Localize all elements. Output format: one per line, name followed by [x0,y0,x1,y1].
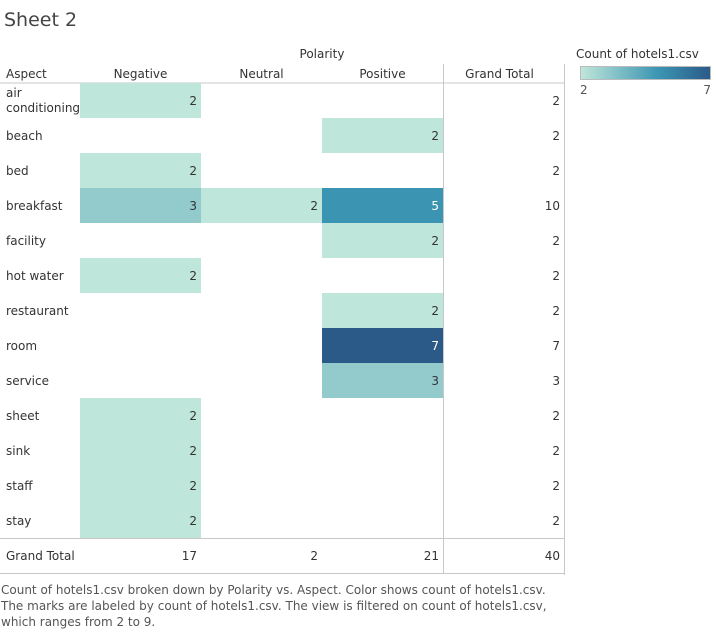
row-total-hot-water: 2 [552,269,560,283]
color-legend[interactable]: Count of hotels1.csv 2 7 [576,47,712,99]
row-header: Aspect [6,67,47,81]
column-total-neutral: 2 [310,549,318,563]
cell-value-sink-negative: 2 [189,444,197,458]
heatmap-cell-air-conditioning-negative[interactable] [80,83,201,118]
cell-value-service-positive: 3 [431,374,439,388]
row-label-beach[interactable]: beach [6,129,43,143]
row-total-facility: 2 [552,234,560,248]
row-total-beach: 2 [552,129,560,143]
cell-value-beach-positive: 2 [431,129,439,143]
row-label-stay[interactable]: stay [6,514,31,528]
cell-value-hot-water-negative: 2 [189,269,197,283]
grand-total-value: 40 [545,549,560,563]
column-total-negative: 17 [182,549,197,563]
cell-value-restaurant-positive: 2 [431,304,439,318]
row-label-sink[interactable]: sink [6,444,30,458]
legend-title: Count of hotels1.csv [576,47,699,61]
row-total-staff: 2 [552,479,560,493]
row-total-sheet: 2 [552,409,560,423]
cell-value-facility-positive: 2 [431,234,439,248]
heatmap-cell-service-positive[interactable] [322,363,443,398]
heatmap-cell-hot-water-negative[interactable] [80,258,201,293]
row-label-service[interactable]: service [6,374,49,388]
cell-value-breakfast-neutral: 2 [310,199,318,213]
row-total-service: 3 [552,374,560,388]
row-label-hot-water[interactable]: hot water [6,269,64,283]
cell-value-sheet-negative: 2 [189,409,197,423]
column-header-neutral[interactable]: Neutral [239,67,283,81]
row-total-stay: 2 [552,514,560,528]
heatmap-cell-restaurant-positive[interactable] [322,293,443,328]
heatmap-cell-breakfast-positive[interactable] [322,188,443,223]
sheet-title: Sheet 2 [4,9,78,31]
row-label-room[interactable]: room [6,339,37,353]
heatmap-cell-staff-negative[interactable] [80,468,201,503]
row-label-restaurant[interactable]: restaurant [6,304,69,318]
row-label-breakfast[interactable]: breakfast [6,199,63,213]
row-label-staff[interactable]: staff [6,479,33,493]
row-total-room: 7 [552,339,560,353]
row-total-bed: 2 [552,164,560,178]
heatmap-cell-room-positive[interactable] [322,328,443,363]
row-label-air-conditioning[interactable]: air [6,86,22,100]
legend-max-label: 7 [703,83,711,97]
column-header-grand-total: Grand Total [465,67,534,81]
heatmap-cell-sink-negative[interactable] [80,433,201,468]
legend-gradient-bar [580,66,711,80]
column-header-positive[interactable]: Positive [359,67,405,81]
row-label-bed[interactable]: bed [6,164,29,178]
row-label-facility[interactable]: facility [6,234,46,248]
row-total-sink: 2 [552,444,560,458]
column-header-negative[interactable]: Negative [114,67,168,81]
row-total-breakfast: 10 [545,199,560,213]
heatmap-cell-facility-positive[interactable] [322,223,443,258]
column-total-positive: 21 [424,549,439,563]
heatmap-cell-breakfast-negative[interactable] [80,188,201,223]
cell-value-air-conditioning-negative: 2 [189,94,197,108]
cell-value-bed-negative: 2 [189,164,197,178]
row-label-air-conditioning[interactable]: conditioning [6,101,80,115]
caption: Count of hotels1.csv broken down by Pola… [1,583,547,629]
heatmap-cell-beach-positive[interactable] [322,118,443,153]
grand-total-label: Grand Total [6,549,75,563]
cell-value-breakfast-positive: 5 [431,199,439,213]
heatmap-cell-stay-negative[interactable] [80,503,201,538]
cell-value-room-positive: 7 [431,339,439,353]
column-group-header: Polarity [300,47,345,61]
row-total-air-conditioning: 2 [552,94,560,108]
cell-value-staff-negative: 2 [189,479,197,493]
heatmap-cell-bed-negative[interactable] [80,153,201,188]
legend-min-label: 2 [580,83,588,97]
row-label-sheet[interactable]: sheet [6,409,40,423]
heatmap-cell-breakfast-neutral[interactable] [201,188,322,223]
heatmap-cell-sheet-negative[interactable] [80,398,201,433]
heatmap-table: Polarity Aspect Negative Neutral Positive Gra… [0,47,565,575]
cell-value-breakfast-negative: 3 [189,199,197,213]
row-total-restaurant: 2 [552,304,560,318]
cell-value-stay-negative: 2 [189,514,197,528]
